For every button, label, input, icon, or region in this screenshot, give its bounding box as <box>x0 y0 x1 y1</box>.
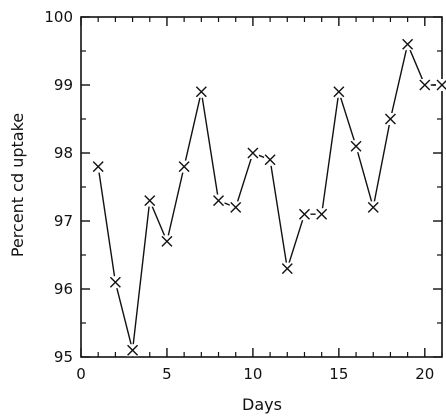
x-axis-label: Days <box>242 395 282 414</box>
data-point <box>298 208 310 220</box>
data-point <box>161 235 173 247</box>
data-point <box>127 344 139 356</box>
data-point <box>281 263 293 275</box>
x-tick-label: 5 <box>162 365 172 383</box>
data-point <box>333 86 345 98</box>
data-point <box>264 154 276 166</box>
y-tick-label: 97 <box>54 212 73 230</box>
y-tick-label: 95 <box>54 348 73 366</box>
data-point <box>402 38 414 50</box>
data-point <box>92 161 104 173</box>
data-point-bg <box>436 79 446 91</box>
y-tick-label: 100 <box>44 8 73 26</box>
y-tick-label: 99 <box>54 76 73 94</box>
x-tick-label: 0 <box>76 365 86 383</box>
data-point <box>384 113 396 125</box>
y-axis-label: Percent cd uptake <box>8 113 27 257</box>
plot-area: 0 5 10 15 20 95 96 97 98 99 100 <box>44 8 446 383</box>
y-tick-label: 96 <box>54 280 73 298</box>
data-point <box>195 86 207 98</box>
x-tick-label: 20 <box>415 365 434 383</box>
x-tick-label: 10 <box>243 365 262 383</box>
data-point <box>230 201 242 213</box>
data-point <box>436 79 446 91</box>
plot-frame <box>80 16 443 358</box>
data-point <box>316 208 328 220</box>
data-point <box>213 195 225 207</box>
data-point <box>419 79 431 91</box>
data-point <box>144 195 156 207</box>
data-point <box>109 276 121 288</box>
y-tick-label: 98 <box>54 144 73 162</box>
data-point <box>367 201 379 213</box>
data-point <box>350 140 362 152</box>
data-point <box>247 147 259 159</box>
x-tick-label: 15 <box>329 365 348 383</box>
data-point <box>178 161 190 173</box>
